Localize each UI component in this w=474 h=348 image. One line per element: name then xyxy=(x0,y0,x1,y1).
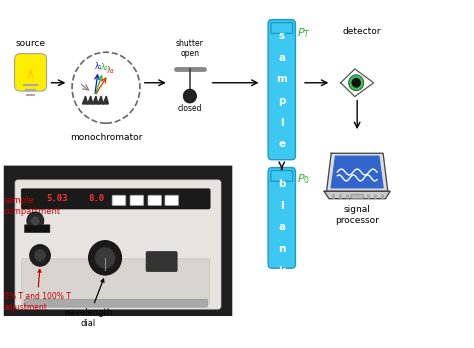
Text: p: p xyxy=(278,96,285,106)
Text: e: e xyxy=(278,140,285,149)
FancyBboxPatch shape xyxy=(22,259,210,304)
Text: n: n xyxy=(278,244,285,254)
Text: $P_0$: $P_0$ xyxy=(297,173,310,186)
FancyBboxPatch shape xyxy=(351,195,363,198)
Circle shape xyxy=(352,78,361,88)
Text: closed: closed xyxy=(178,104,202,113)
FancyBboxPatch shape xyxy=(112,195,126,206)
Circle shape xyxy=(30,245,50,266)
FancyBboxPatch shape xyxy=(268,168,295,268)
FancyBboxPatch shape xyxy=(15,180,221,309)
FancyBboxPatch shape xyxy=(268,19,295,160)
Circle shape xyxy=(27,212,44,230)
Text: 0% T and 100% T
adjustment: 0% T and 100% T adjustment xyxy=(4,269,71,312)
Polygon shape xyxy=(327,153,388,191)
Text: b: b xyxy=(278,179,285,189)
Text: detector: detector xyxy=(343,27,381,36)
Text: 5.03: 5.03 xyxy=(46,194,68,203)
FancyBboxPatch shape xyxy=(25,225,50,233)
FancyBboxPatch shape xyxy=(271,171,292,181)
Text: k: k xyxy=(278,266,285,276)
Text: shutter
open: shutter open xyxy=(176,39,204,58)
Text: wavelength
dial: wavelength dial xyxy=(64,279,113,327)
Circle shape xyxy=(95,247,116,269)
Text: λ₃: λ₃ xyxy=(107,66,115,75)
Circle shape xyxy=(72,52,140,123)
Circle shape xyxy=(89,240,121,275)
Text: signal
processor: signal processor xyxy=(335,205,379,225)
Text: λ₁: λ₁ xyxy=(95,62,102,71)
FancyBboxPatch shape xyxy=(148,195,162,206)
FancyBboxPatch shape xyxy=(4,166,232,316)
FancyBboxPatch shape xyxy=(15,54,46,91)
Text: l: l xyxy=(280,118,283,128)
Ellipse shape xyxy=(349,75,364,90)
Polygon shape xyxy=(82,96,109,104)
FancyBboxPatch shape xyxy=(146,251,177,272)
Polygon shape xyxy=(324,191,390,199)
Circle shape xyxy=(183,89,197,103)
Text: λ₂: λ₂ xyxy=(101,63,109,72)
FancyBboxPatch shape xyxy=(271,23,292,33)
Text: a: a xyxy=(278,222,285,232)
FancyBboxPatch shape xyxy=(165,195,179,206)
Circle shape xyxy=(31,216,40,226)
Polygon shape xyxy=(331,156,383,188)
Text: s: s xyxy=(279,31,285,41)
FancyBboxPatch shape xyxy=(130,195,144,206)
Text: m: m xyxy=(276,74,287,84)
Polygon shape xyxy=(341,69,374,97)
Text: $P_T$: $P_T$ xyxy=(297,26,311,40)
Text: sample
compartment: sample compartment xyxy=(4,196,61,225)
FancyBboxPatch shape xyxy=(21,189,210,209)
Text: 8.0: 8.0 xyxy=(89,194,105,203)
Text: source: source xyxy=(16,39,46,48)
Circle shape xyxy=(34,249,46,262)
Text: a: a xyxy=(278,53,285,63)
Text: l: l xyxy=(280,200,283,211)
FancyBboxPatch shape xyxy=(24,299,207,307)
Text: monochromator: monochromator xyxy=(70,133,142,142)
